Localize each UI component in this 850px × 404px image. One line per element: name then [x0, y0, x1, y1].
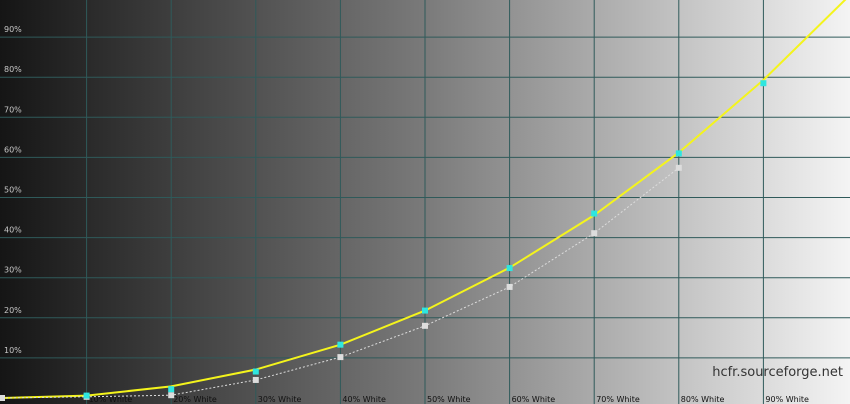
- y-tick-label: 80%: [4, 65, 22, 74]
- data-point: [337, 354, 344, 361]
- y-tick-label: 20%: [4, 306, 22, 315]
- y-tick-label: 60%: [4, 145, 22, 154]
- y-tick-label: 30%: [4, 266, 22, 275]
- data-point: [675, 164, 682, 171]
- x-tick-label: 10% White: [89, 395, 133, 404]
- y-tick-label: 10%: [4, 346, 22, 355]
- data-point: [252, 368, 259, 375]
- x-tick-label: 40% White: [342, 395, 386, 404]
- data-point: [252, 376, 259, 383]
- x-tick-label: 70% White: [596, 395, 640, 404]
- watermark: hcfr.sourceforge.net: [712, 365, 843, 380]
- x-tick-label: 90% White: [765, 395, 809, 404]
- y-tick-label: 90%: [4, 25, 22, 34]
- data-point: [760, 80, 767, 87]
- series-line: [1, 167, 680, 399]
- data-point: [591, 210, 598, 217]
- x-tick-label: 60% White: [512, 395, 556, 404]
- data-point: [506, 265, 513, 272]
- x-tick-label: 50% White: [427, 395, 471, 404]
- data-point: [337, 341, 344, 348]
- data-point: [591, 230, 598, 237]
- data-point: [168, 386, 175, 393]
- data-point: [0, 395, 5, 401]
- data-point: [422, 307, 428, 314]
- data-point: [675, 150, 682, 157]
- x-tick-label: 80% White: [681, 395, 725, 404]
- data-point: [168, 392, 175, 399]
- x-tick-label: 20% White: [173, 395, 217, 404]
- x-tick-label: 30% White: [258, 395, 302, 404]
- y-tick-label: 40%: [4, 226, 22, 235]
- y-tick-label: 70%: [4, 105, 22, 114]
- data-point: [83, 392, 90, 399]
- data-point: [506, 283, 513, 290]
- data-point: [422, 322, 428, 329]
- y-tick-label: 50%: [4, 186, 22, 195]
